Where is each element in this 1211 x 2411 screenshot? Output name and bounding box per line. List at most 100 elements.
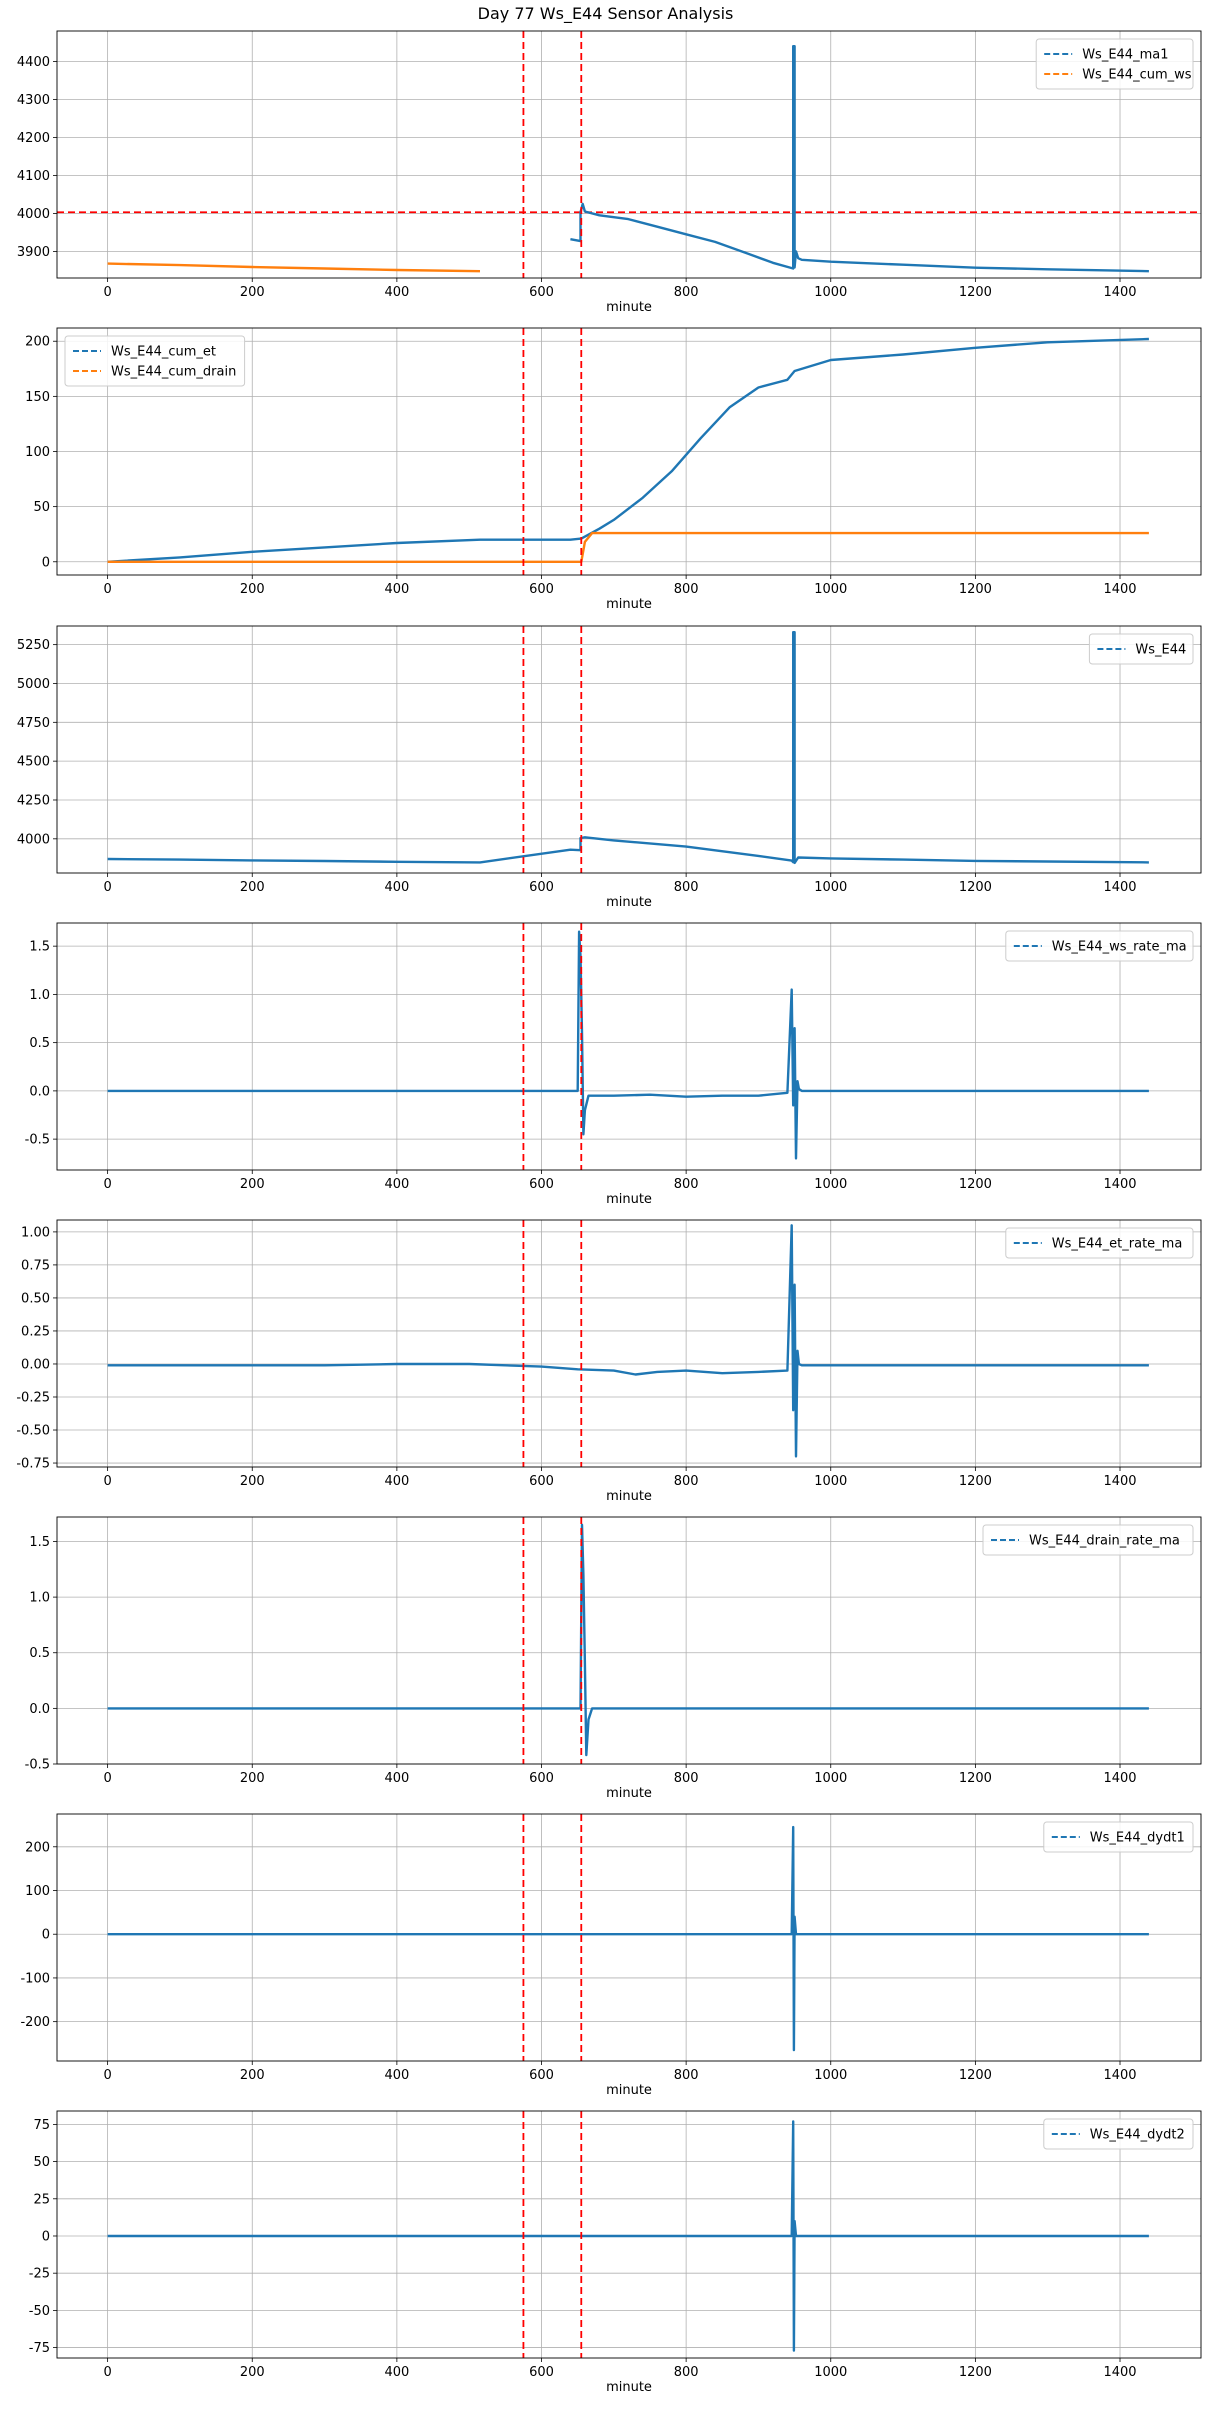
plot-area bbox=[107, 626, 1149, 873]
series-line-1 bbox=[107, 930, 1149, 1160]
axes-frame bbox=[56, 1813, 1202, 2062]
legend-label: Ws_E44_dydt2 bbox=[1090, 2128, 1185, 2143]
subplot-3: 0 200 400 600 800 1000 1200 1400 4000 4250 4500 475… bbox=[17, 625, 1202, 910]
x-axis-label: minute bbox=[606, 1192, 652, 1207]
series-line-1 bbox=[107, 1825, 1149, 2052]
x-axis-label: minute bbox=[606, 1489, 652, 1504]
subplot-6: 0 200 400 600 800 1000 1200 1400 -0.5 0.0 0.5 1.0 1.… bbox=[25, 1516, 1202, 1801]
legend-box bbox=[1088, 633, 1194, 665]
y-tick-label: 150 bbox=[25, 390, 50, 405]
y-tick-label: 200 bbox=[25, 335, 50, 350]
x-tick-label: 400 bbox=[384, 2365, 409, 2380]
x-tick-label: 1200 bbox=[959, 1177, 992, 1192]
y-tick-label: 4400 bbox=[17, 55, 50, 70]
y-tick-label: -100 bbox=[20, 1971, 50, 1986]
y-tick-label: 0 bbox=[42, 2229, 50, 2244]
x-tick-label: 600 bbox=[529, 582, 554, 597]
x-tick-label: 0 bbox=[103, 1177, 111, 1192]
x-tick-label: 1400 bbox=[1103, 2365, 1136, 2380]
x-tick-label: 0 bbox=[103, 285, 111, 300]
y-tick-label: -0.5 bbox=[25, 1758, 50, 1773]
subplot-5: 0 200 400 600 800 1000 1200 1400 -0.75 -0.50 -0.25… bbox=[16, 1219, 1202, 1504]
series-line-2 bbox=[107, 262, 481, 273]
subplot-8: 0 200 400 600 800 1000 1200 1400 -75 -50 -25 0 25 50 7… bbox=[29, 2110, 1202, 2395]
x-tick-label: 1400 bbox=[1103, 285, 1136, 300]
y-tick-label: 1.00 bbox=[21, 1225, 50, 1240]
y-tick-label: 1.5 bbox=[29, 1535, 50, 1550]
x-tick-label: 1200 bbox=[959, 1771, 992, 1786]
x-tick-label: 400 bbox=[384, 1177, 409, 1192]
axes-frame bbox=[56, 327, 1202, 576]
legend: Ws_E44_drain_rate_ma bbox=[982, 1524, 1194, 1556]
legend-label: Ws_E44_cum_et bbox=[111, 345, 216, 360]
y-tick-label: 0.0 bbox=[29, 1702, 50, 1717]
y-tick-label: 75 bbox=[33, 2118, 50, 2133]
legend-label: Ws_E44_ma1 bbox=[1082, 48, 1168, 63]
x-tick-label: 600 bbox=[529, 1177, 554, 1192]
x-tick-label: 1000 bbox=[814, 2365, 847, 2380]
axes-frame bbox=[56, 1516, 1202, 1765]
x-tick-label: 600 bbox=[529, 2365, 554, 2380]
x-tick-label: 0 bbox=[103, 582, 111, 597]
series-line-1 bbox=[107, 1224, 1149, 1458]
y-tick-label: 0.75 bbox=[21, 1258, 50, 1273]
legend: Ws_E44 bbox=[1088, 633, 1194, 665]
y-tick-label: 0 bbox=[42, 1928, 50, 1943]
x-axis-label: minute bbox=[606, 895, 652, 910]
y-tick-label: 5000 bbox=[17, 677, 50, 692]
x-tick-label: 1200 bbox=[959, 582, 992, 597]
x-tick-label: 0 bbox=[103, 880, 111, 895]
y-tick-label: 100 bbox=[25, 1884, 50, 1899]
plot-area bbox=[107, 2111, 1149, 2358]
x-tick-label: 200 bbox=[240, 1771, 265, 1786]
y-tick-label: 25 bbox=[33, 2192, 50, 2207]
series-line-1 bbox=[107, 337, 1149, 563]
legend-label: Ws_E44_drain_rate_ma bbox=[1029, 1534, 1180, 1549]
series-line-2 bbox=[107, 531, 1149, 563]
legend-label: Ws_E44_ws_rate_ma bbox=[1052, 940, 1187, 955]
x-tick-label: 800 bbox=[674, 582, 699, 597]
x-tick-label: 1000 bbox=[814, 285, 847, 300]
legend: Ws_E44_dydt1 bbox=[1043, 1821, 1194, 1853]
y-tick-label: -50 bbox=[29, 2304, 50, 2319]
x-tick-label: 200 bbox=[240, 2068, 265, 2083]
legend: Ws_E44_et_rate_ma bbox=[1005, 1227, 1194, 1259]
y-tick-label: 4300 bbox=[17, 93, 50, 108]
subplot-1: 0 200 400 600 800 1000 1200 1400 3900 4000 4100 420… bbox=[17, 30, 1202, 315]
x-tick-label: 400 bbox=[384, 1771, 409, 1786]
x-tick-label: 1000 bbox=[814, 880, 847, 895]
x-tick-label: 1400 bbox=[1103, 1474, 1136, 1489]
x-tick-label: 1200 bbox=[959, 2068, 992, 2083]
x-tick-label: 600 bbox=[529, 1474, 554, 1489]
x-tick-label: 1000 bbox=[814, 1474, 847, 1489]
y-tick-label: -0.50 bbox=[16, 1424, 50, 1439]
legend-label: Ws_E44_cum_drain bbox=[111, 365, 236, 380]
x-tick-label: 400 bbox=[384, 880, 409, 895]
y-tick-label: 4250 bbox=[17, 793, 50, 808]
x-tick-label: 0 bbox=[103, 1474, 111, 1489]
plot-area bbox=[107, 1220, 1149, 1467]
x-tick-label: 1200 bbox=[959, 285, 992, 300]
x-axis-label: minute bbox=[606, 2380, 652, 2395]
legend-label: Ws_E44 bbox=[1135, 643, 1186, 658]
y-tick-label: 100 bbox=[25, 445, 50, 460]
y-tick-label: 0.5 bbox=[29, 1646, 50, 1661]
x-tick-label: 400 bbox=[384, 285, 409, 300]
x-tick-label: 200 bbox=[240, 2365, 265, 2380]
x-tick-label: 600 bbox=[529, 2068, 554, 2083]
x-tick-label: 800 bbox=[674, 1771, 699, 1786]
x-tick-label: 1400 bbox=[1103, 1771, 1136, 1786]
x-tick-label: 800 bbox=[674, 1177, 699, 1192]
x-tick-label: 800 bbox=[674, 880, 699, 895]
y-tick-label: 5250 bbox=[17, 638, 50, 653]
series-line-1 bbox=[570, 45, 1149, 273]
x-tick-label: 1200 bbox=[959, 1474, 992, 1489]
x-axis-label: minute bbox=[606, 300, 652, 315]
plot-area bbox=[57, 31, 1201, 278]
legend-box bbox=[1005, 1227, 1194, 1259]
x-tick-label: 600 bbox=[529, 880, 554, 895]
x-tick-label: 600 bbox=[529, 285, 554, 300]
legend-box bbox=[982, 1524, 1194, 1556]
x-tick-label: 400 bbox=[384, 2068, 409, 2083]
